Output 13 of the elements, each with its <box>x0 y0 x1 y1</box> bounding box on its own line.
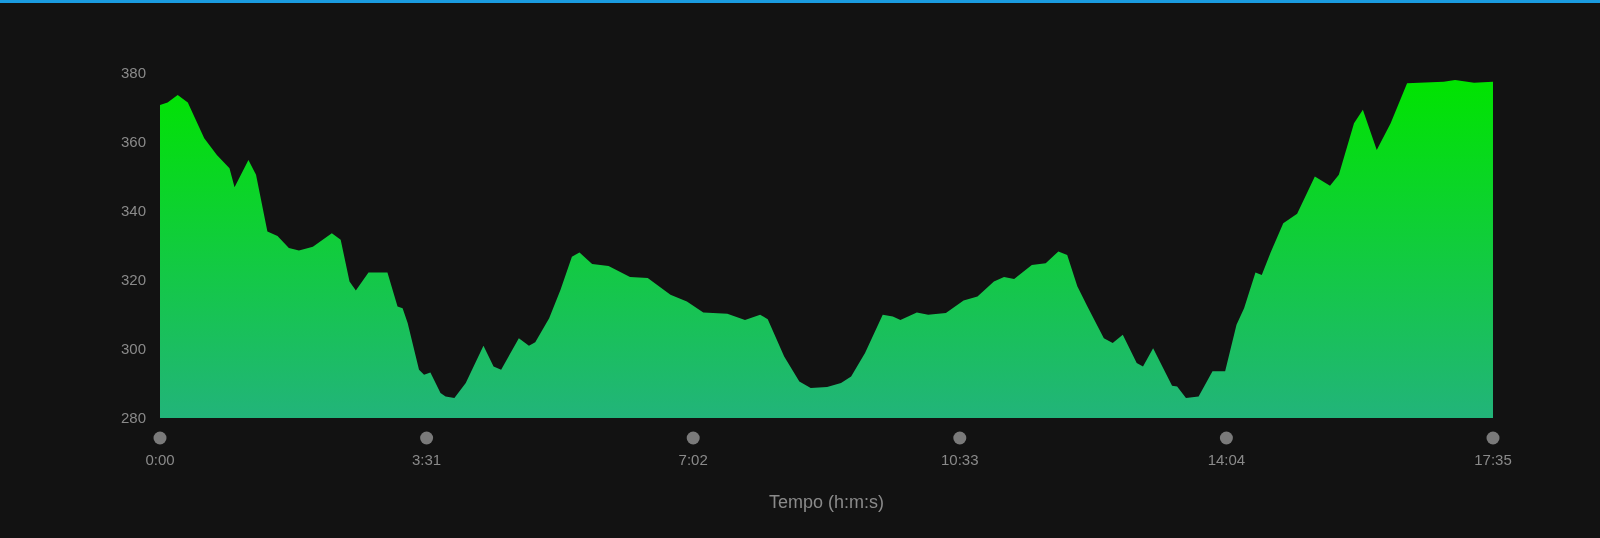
y-tick-label: 300 <box>120 340 146 358</box>
y-tick-label: 380 <box>120 63 146 81</box>
x-axis-title: Tempo (h:m:s) <box>768 492 885 512</box>
x-tick-label: 7:02 <box>678 451 708 468</box>
y-tick-label: 340 <box>120 201 146 219</box>
x-tick-label: 14:04 <box>1207 451 1246 468</box>
y-tick-label: 320 <box>120 271 146 289</box>
y-tick-label: 360 <box>120 132 146 150</box>
x-tick-label: 10:33 <box>941 451 979 468</box>
x-tick-label: 3:31 <box>412 451 442 468</box>
y-tick-label: 280 <box>120 409 146 427</box>
x-tick-label: 17:35 <box>1474 451 1512 468</box>
x-tick-label: 0:00 <box>145 451 175 468</box>
